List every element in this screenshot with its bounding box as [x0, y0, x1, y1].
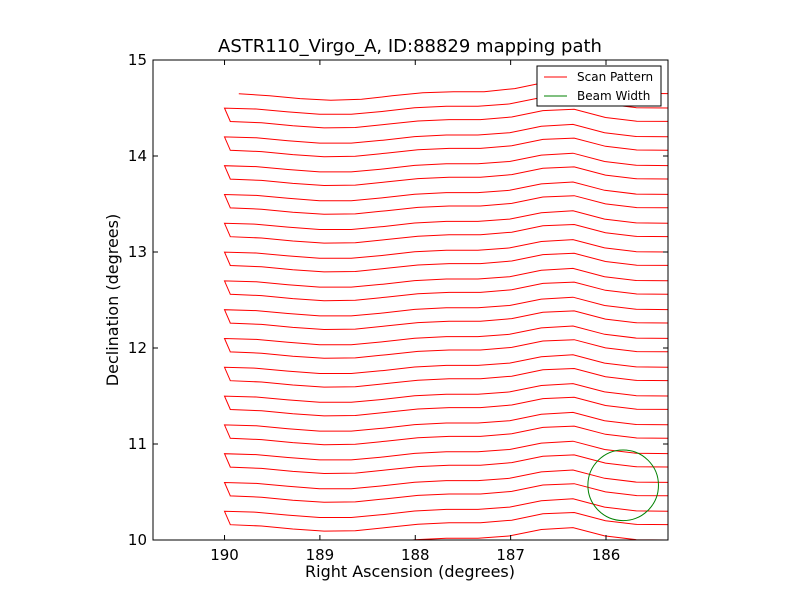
x-tick-label: 190: [210, 546, 239, 564]
y-tick-label: 14: [128, 147, 147, 165]
legend-label-beam-width: Beam Width: [577, 89, 650, 103]
scan-pattern-line: [223, 81, 668, 540]
legend-box: [536, 65, 662, 107]
legend-label-scan-pattern: Scan Pattern: [577, 70, 653, 84]
plot-data-layer: [223, 81, 668, 540]
y-tick-label: 15: [128, 51, 147, 69]
y-tick-label: 10: [128, 531, 147, 549]
axis-ticks: 190 189 188 187 186 10 11 12 13 14 15: [128, 51, 668, 564]
chart-title: ASTR110_Virgo_A, ID:88829 mapping path: [218, 36, 602, 57]
y-axis-label: Declination (degrees): [103, 214, 122, 386]
x-tick-label: 186: [592, 546, 621, 564]
beam-width-circle: [587, 449, 659, 522]
legend: Scan Pattern Beam Width: [536, 65, 662, 107]
x-tick-label: 187: [496, 546, 525, 564]
y-tick-label: 12: [128, 339, 147, 357]
x-tick-label: 188: [401, 546, 430, 564]
y-tick-label: 11: [128, 435, 147, 453]
plot-frame: [152, 59, 669, 541]
x-tick-label: 189: [306, 546, 335, 564]
x-axis-label: Right Ascension (degrees): [305, 562, 515, 581]
y-tick-label: 13: [128, 243, 147, 261]
